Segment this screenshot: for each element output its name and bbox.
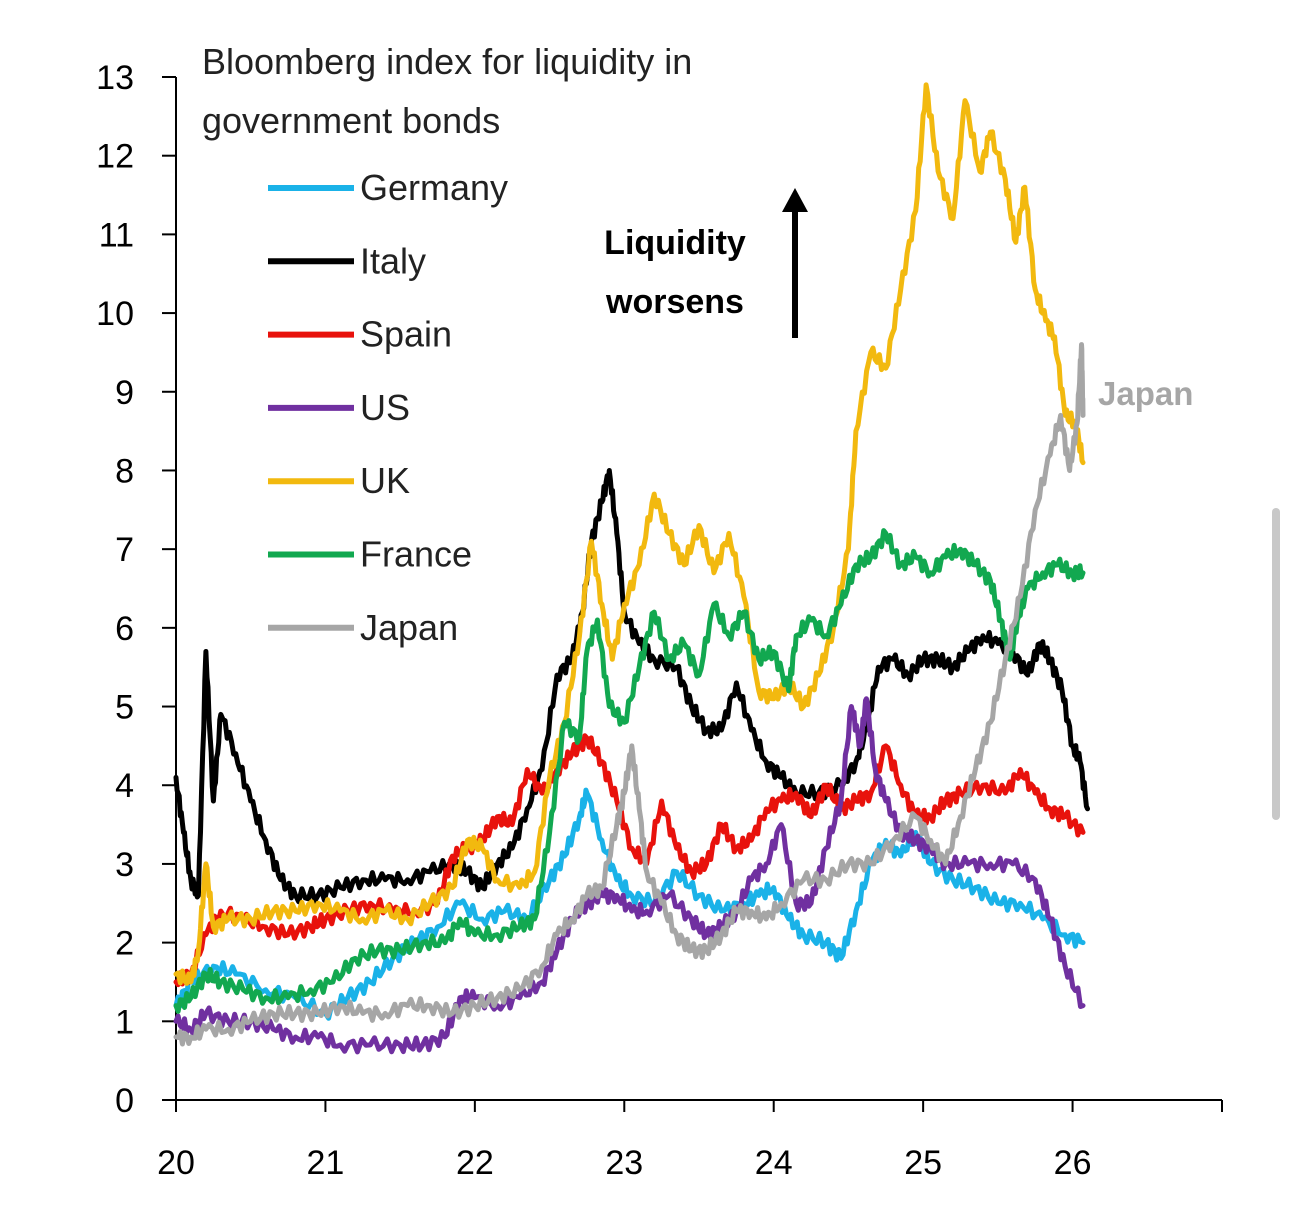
legend-label-japan: Japan — [360, 607, 458, 648]
annotation-arrow-head-icon — [782, 188, 808, 212]
y-tick-label: 12 — [96, 138, 134, 176]
legend-label-italy: Italy — [360, 240, 426, 281]
x-tick-label: 25 — [904, 1144, 942, 1182]
annotation-line-1: Liquidity — [604, 224, 746, 262]
x-tick-label: 24 — [755, 1144, 793, 1182]
y-tick-label: 2 — [115, 925, 134, 963]
x-tick-label: 26 — [1054, 1144, 1092, 1182]
legend-label-germany: Germany — [360, 167, 508, 208]
chart-title-line: government bonds — [202, 100, 500, 141]
x-tick-label: 20 — [157, 1144, 195, 1182]
y-tick-label: 9 — [115, 374, 134, 412]
series-line-france — [173, 528, 1086, 1014]
y-tick-label: 10 — [96, 295, 134, 333]
y-tick-label: 5 — [115, 689, 134, 727]
legend-label-france: France — [360, 534, 472, 575]
x-tick-label: 22 — [456, 1144, 494, 1182]
y-tick-label: 7 — [115, 531, 134, 569]
series-line-japan — [173, 342, 1086, 1047]
x-tick-label: 23 — [605, 1144, 643, 1182]
legend-label-uk: UK — [360, 460, 410, 501]
annotation-line-2: worsens — [605, 283, 744, 321]
series-line-uk — [173, 82, 1086, 986]
chart-title: Bloomberg index for liquidity in governme… — [202, 41, 692, 141]
y-tick-label: 11 — [99, 216, 134, 254]
y-tick-label: 6 — [115, 610, 134, 648]
scrollbar-thumb[interactable] — [1272, 508, 1280, 820]
x-tick-label: 21 — [307, 1144, 345, 1182]
series-lines — [173, 82, 1090, 1055]
y-tick-label: 0 — [115, 1082, 134, 1120]
chart-title-line: Bloomberg index for liquidity in — [202, 41, 692, 82]
y-tick-label: 13 — [96, 59, 134, 97]
y-tick-label: 8 — [115, 452, 134, 490]
japan-end-label: Japan — [1098, 375, 1193, 412]
legend-label-spain: Spain — [360, 314, 452, 355]
liquidity-annotation: Liquidity worsens — [604, 188, 808, 338]
y-tick-label: 4 — [115, 767, 134, 805]
y-tick-label: 3 — [115, 846, 134, 884]
legend: Germany Italy Spain US UK France Japan — [268, 167, 508, 648]
y-tick-label: 1 — [115, 1003, 134, 1041]
legend-label-us: US — [360, 387, 410, 428]
series-line-us — [173, 696, 1086, 1055]
